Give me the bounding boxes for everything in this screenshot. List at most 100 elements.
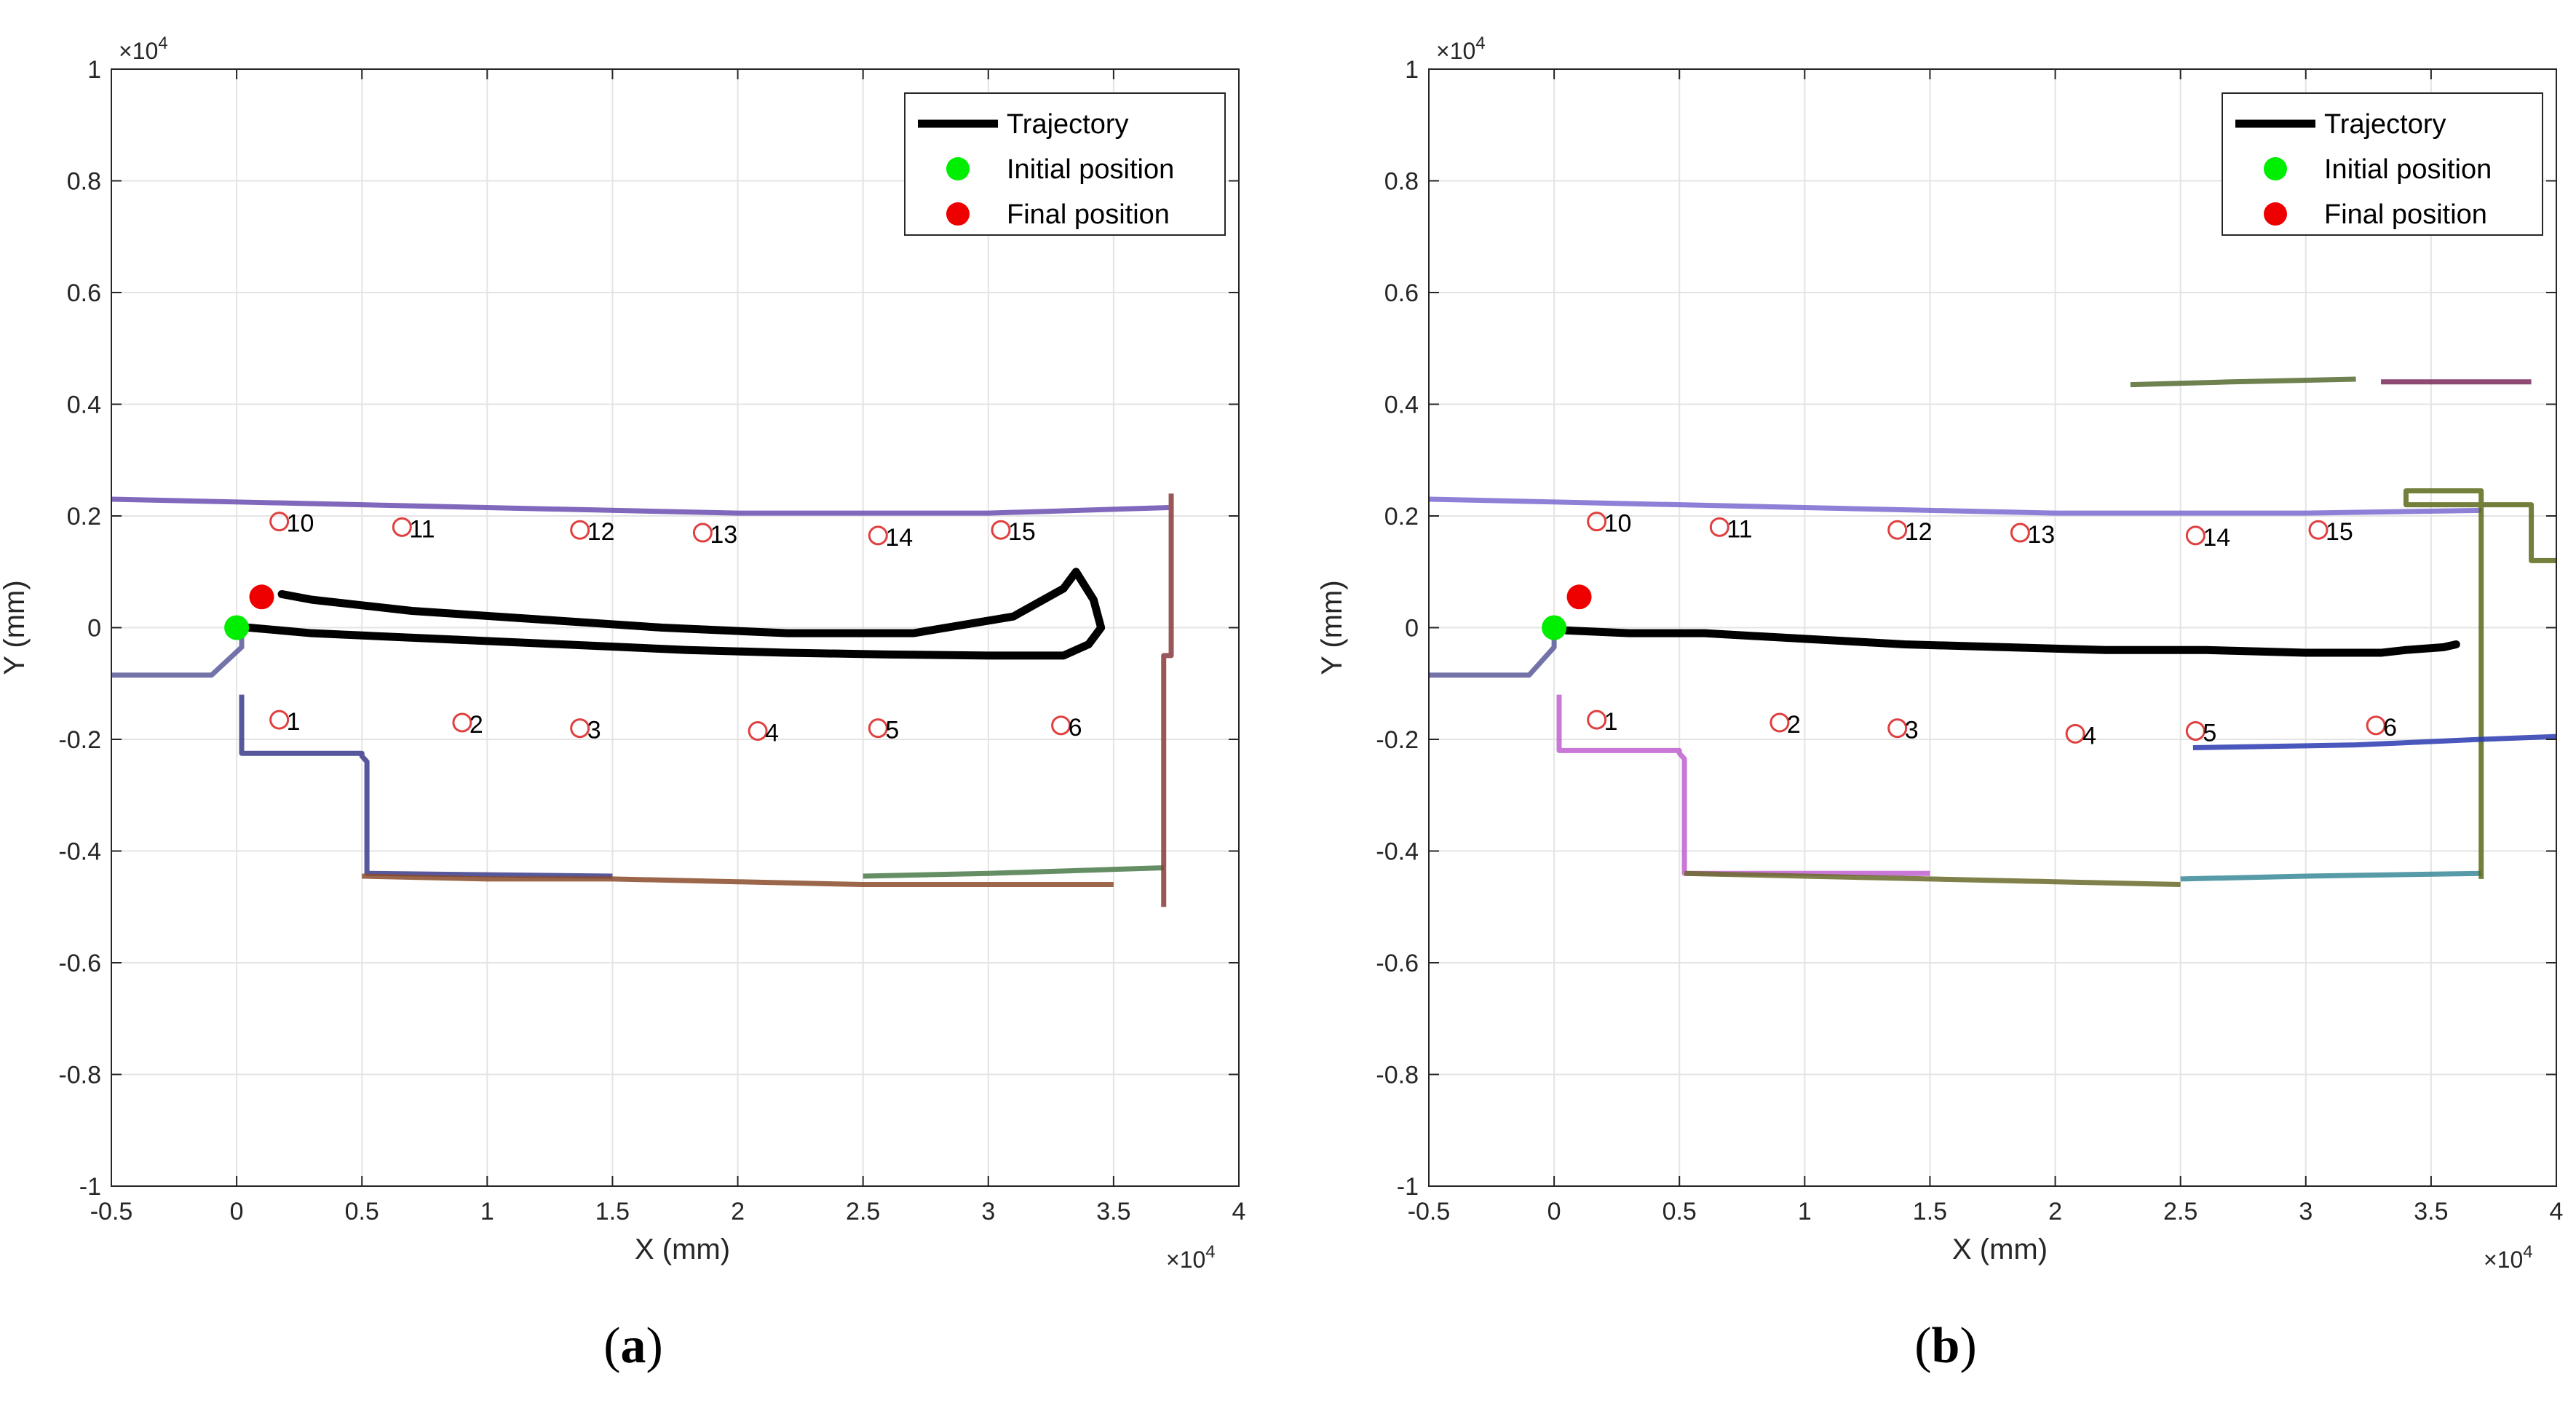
x-tick-label: 4	[1232, 1198, 1246, 1225]
landmark-label: 6	[2383, 714, 2397, 742]
y-tick-label: 0.6	[1384, 279, 1419, 307]
landmark-marker	[392, 517, 412, 537]
landmark-marker	[2065, 723, 2085, 744]
y-tick-label: -0.8	[58, 1062, 101, 1089]
y-tick-label: 0.4	[1384, 392, 1419, 419]
landmark-marker	[991, 520, 1011, 540]
map-wall	[2192, 734, 2557, 751]
final-position-marker	[249, 584, 274, 610]
y-tick-label: -0.4	[1376, 838, 1419, 866]
map-wall	[1684, 870, 2181, 888]
landmark-marker	[2366, 715, 2386, 736]
landmark-label: 6	[1069, 714, 1082, 742]
landmark-marker	[868, 718, 888, 739]
landmark-marker	[1709, 517, 1729, 537]
panel-b: 1 2 3 4 5 610 11 12 13 14 15-0.5 0 0.5 1 1.5 2 2.5 3 3.5 4-…	[1316, 33, 2563, 1273]
x-tick-label: 1	[480, 1198, 494, 1225]
initial-position-marker	[1542, 615, 1567, 640]
landmark-label: 3	[1905, 717, 1919, 744]
y-tick-label: 0.2	[1384, 503, 1419, 530]
x-exponent-label: ×104	[1166, 1242, 1216, 1273]
y-tick-label: 1	[1405, 56, 1419, 84]
x-tick-label: 0	[1547, 1198, 1561, 1225]
landmark-label: 11	[409, 515, 435, 543]
legend-label: Final position	[2324, 199, 2487, 230]
legend-label: Final position	[1007, 199, 1170, 230]
x-tick-label: 4	[2550, 1198, 2564, 1225]
trajectory-line	[1562, 626, 2460, 657]
x-tick-label: 1.5	[595, 1198, 630, 1225]
y-axis-label: Y (mm)	[1316, 580, 1348, 675]
landmark-label: 10	[1604, 510, 1632, 538]
map-wall	[863, 865, 1164, 879]
y-tick-label: -1	[1397, 1173, 1419, 1201]
x-tick-label: 3.5	[1096, 1198, 1130, 1225]
landmark-label: 12	[1905, 518, 1933, 546]
y-tick-label: -0.2	[58, 726, 101, 754]
map-wall	[2180, 870, 2481, 882]
landmark-label: 10	[287, 510, 314, 538]
y-tick-label: 0.2	[67, 503, 101, 530]
landmark-marker	[1587, 512, 1607, 532]
x-tick-label: 1	[1798, 1198, 1812, 1225]
legend-swatch-dot	[946, 202, 970, 226]
x-tick-label: 2	[731, 1198, 745, 1225]
landmark-marker	[2010, 522, 2030, 543]
map-wall	[111, 496, 1169, 516]
map-wall	[2403, 488, 2556, 879]
landmark-label: 14	[2203, 524, 2230, 552]
map-wall	[362, 873, 1114, 888]
trajectory-line	[245, 568, 1106, 660]
map-wall	[239, 694, 613, 879]
x-tick-label: 0	[230, 1198, 244, 1225]
x-tick-label: -0.5	[90, 1198, 133, 1225]
y-tick-label: 0.8	[67, 168, 101, 196]
landmark-label: 3	[587, 717, 601, 744]
y-tick-label: 0.4	[67, 392, 101, 419]
x-tick-label: 2.5	[846, 1198, 880, 1225]
x-exponent-label: ×104	[2484, 1242, 2533, 1273]
landmark-marker	[2185, 720, 2206, 741]
y-tick-label: 0	[1405, 615, 1419, 643]
x-exponent-power: 4	[1205, 1242, 1215, 1262]
y-tick-label: 1	[87, 56, 101, 84]
landmark-label: 13	[2027, 521, 2055, 549]
y-tick-label: 0	[87, 615, 101, 643]
legend-swatch-dot	[2264, 202, 2287, 226]
landmark-marker	[868, 525, 888, 546]
landmark-marker	[692, 522, 713, 543]
final-position-marker	[1566, 584, 1592, 610]
landmark-label: 12	[587, 518, 615, 546]
landmark-marker	[1887, 520, 1908, 540]
landmark-marker	[748, 720, 768, 741]
x-tick-label: 0.5	[1662, 1198, 1697, 1225]
y-tick-label: 0.6	[67, 279, 101, 307]
y-tick-label: -1	[79, 1173, 101, 1201]
caption-b: (b)	[1914, 1318, 1977, 1374]
legend-swatch-dot	[2264, 157, 2287, 180]
y-exponent-power: 4	[1475, 33, 1485, 53]
map-wall	[1161, 493, 1174, 907]
y-exponent-label: ×104	[119, 33, 168, 64]
y-tick-label: 0.8	[1384, 168, 1419, 196]
x-exponent-power: 4	[2523, 1242, 2532, 1262]
landmark-label: 4	[765, 719, 779, 747]
legend-label: Trajectory	[2324, 109, 2446, 140]
landmark-label: 5	[2203, 719, 2216, 747]
landmark-label: 14	[885, 524, 913, 552]
legend-label: Initial position	[1007, 154, 1174, 185]
landmark-marker	[269, 512, 290, 532]
landmark-marker	[570, 718, 590, 739]
landmark-marker	[2185, 525, 2206, 546]
y-tick-label: -0.6	[58, 950, 101, 977]
x-tick-label: 2	[2048, 1198, 2062, 1225]
landmark-marker	[1887, 718, 1908, 739]
landmark-marker	[570, 520, 590, 540]
x-tick-label: 3	[981, 1198, 995, 1225]
legend-label: Trajectory	[1007, 109, 1129, 140]
initial-position-marker	[224, 615, 250, 640]
landmark-label: 4	[2082, 722, 2096, 750]
landmark-label: 5	[885, 717, 899, 744]
legend-label: Initial position	[2324, 154, 2492, 185]
y-exponent-power: 4	[158, 33, 167, 53]
